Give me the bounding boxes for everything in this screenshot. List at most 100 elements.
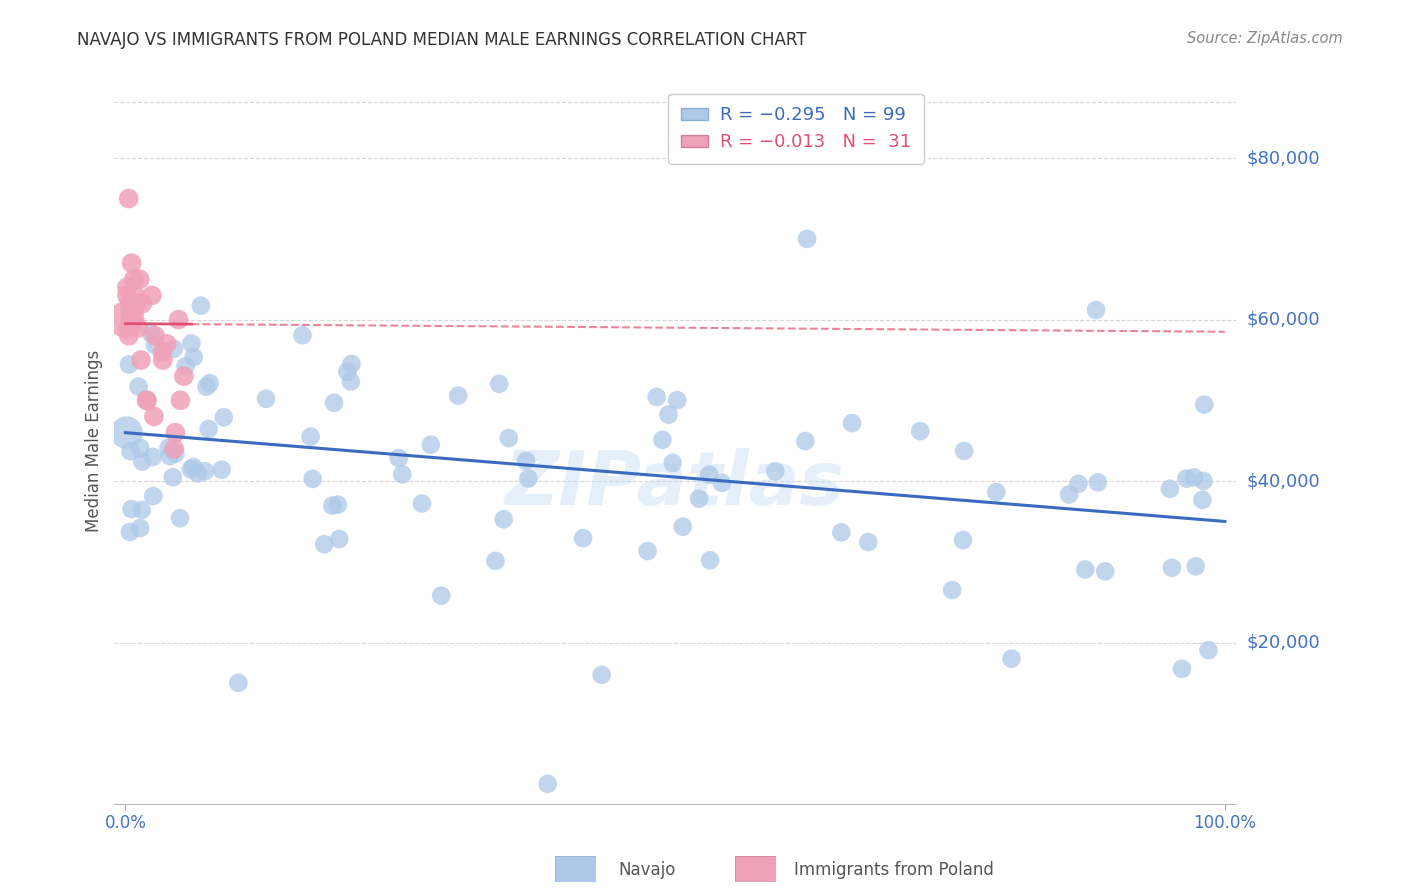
Text: $60,000: $60,000 — [1247, 310, 1320, 328]
Point — [1171, 662, 1194, 676]
Point — [986, 485, 1008, 500]
Point — [1192, 474, 1215, 488]
Point — [121, 502, 143, 516]
Point — [484, 554, 506, 568]
Point — [190, 299, 212, 313]
Point — [941, 582, 963, 597]
Text: NAVAJO VS IMMIGRANTS FROM POLAND MEDIAN MALE EARNINGS CORRELATION CHART: NAVAJO VS IMMIGRANTS FROM POLAND MEDIAN … — [77, 31, 807, 49]
Point — [301, 472, 323, 486]
Point — [183, 460, 205, 475]
Point — [187, 467, 209, 481]
Point — [498, 431, 520, 445]
Point — [125, 296, 148, 310]
Point — [697, 467, 720, 482]
Point — [1067, 476, 1090, 491]
Point — [666, 393, 689, 408]
Point — [163, 342, 186, 356]
Point — [163, 442, 186, 456]
Point — [121, 256, 143, 270]
Point — [117, 320, 139, 334]
Point — [118, 358, 141, 372]
Point — [254, 392, 277, 406]
Point — [197, 422, 219, 436]
Point — [830, 525, 852, 540]
Point — [115, 288, 138, 302]
Point — [198, 376, 221, 391]
Point — [169, 511, 191, 525]
Point — [515, 454, 537, 468]
Point — [115, 280, 138, 294]
Point — [637, 544, 659, 558]
Text: $40,000: $40,000 — [1247, 472, 1320, 490]
Point — [291, 328, 314, 343]
Point — [195, 379, 218, 393]
Point — [165, 446, 187, 460]
Point — [1161, 560, 1184, 574]
Point — [314, 537, 336, 551]
Y-axis label: Median Male Earnings: Median Male Earnings — [86, 350, 103, 532]
Text: $20,000: $20,000 — [1247, 633, 1320, 651]
Point — [1182, 470, 1205, 484]
Point — [135, 393, 157, 408]
Text: Immigrants from Poland: Immigrants from Poland — [794, 861, 994, 879]
Text: Navajo: Navajo — [619, 861, 676, 879]
Point — [122, 304, 145, 318]
Point — [1175, 472, 1198, 486]
Point — [165, 425, 187, 440]
Text: $80,000: $80,000 — [1247, 149, 1320, 167]
Point — [688, 491, 710, 506]
Text: ZIPatlas: ZIPatlas — [505, 448, 845, 521]
Point — [419, 438, 441, 452]
Point — [115, 425, 138, 440]
Point — [118, 524, 141, 539]
Point — [159, 449, 181, 463]
Point — [131, 503, 153, 517]
Point — [1191, 492, 1213, 507]
Point — [136, 393, 159, 408]
Point — [321, 499, 343, 513]
Point — [841, 416, 863, 430]
Point — [517, 471, 540, 485]
Point — [118, 328, 141, 343]
Point — [162, 470, 184, 484]
Point — [143, 338, 166, 352]
Point — [661, 456, 683, 470]
Point — [326, 498, 349, 512]
Point — [651, 433, 673, 447]
Point — [118, 192, 141, 206]
Point — [492, 512, 515, 526]
Point — [1074, 562, 1097, 576]
Legend: R = −0.295   N = 99, R = −0.013   N =  31: R = −0.295 N = 99, R = −0.013 N = 31 — [668, 94, 924, 164]
Point — [124, 288, 146, 302]
Point — [447, 389, 470, 403]
Point — [1087, 475, 1109, 490]
Point — [129, 441, 152, 455]
Point — [430, 589, 453, 603]
Point — [1194, 398, 1216, 412]
Point — [645, 390, 668, 404]
Point — [340, 375, 363, 389]
Point — [488, 376, 510, 391]
Point — [323, 395, 346, 409]
Point — [129, 353, 152, 368]
Point — [796, 232, 818, 246]
Point — [174, 359, 197, 373]
Point — [858, 535, 880, 549]
Point — [211, 462, 233, 476]
Point — [1094, 565, 1116, 579]
Point — [1085, 303, 1108, 318]
Point — [131, 454, 153, 468]
Point — [120, 312, 142, 326]
Point — [131, 296, 153, 310]
Point — [143, 409, 166, 424]
Point — [180, 462, 202, 476]
Point — [167, 312, 190, 326]
Point — [194, 464, 217, 478]
Point — [122, 272, 145, 286]
Point — [299, 429, 322, 443]
Point — [212, 410, 235, 425]
Point — [115, 312, 138, 326]
Point — [118, 296, 141, 310]
Point — [152, 353, 174, 368]
Point — [157, 441, 180, 455]
